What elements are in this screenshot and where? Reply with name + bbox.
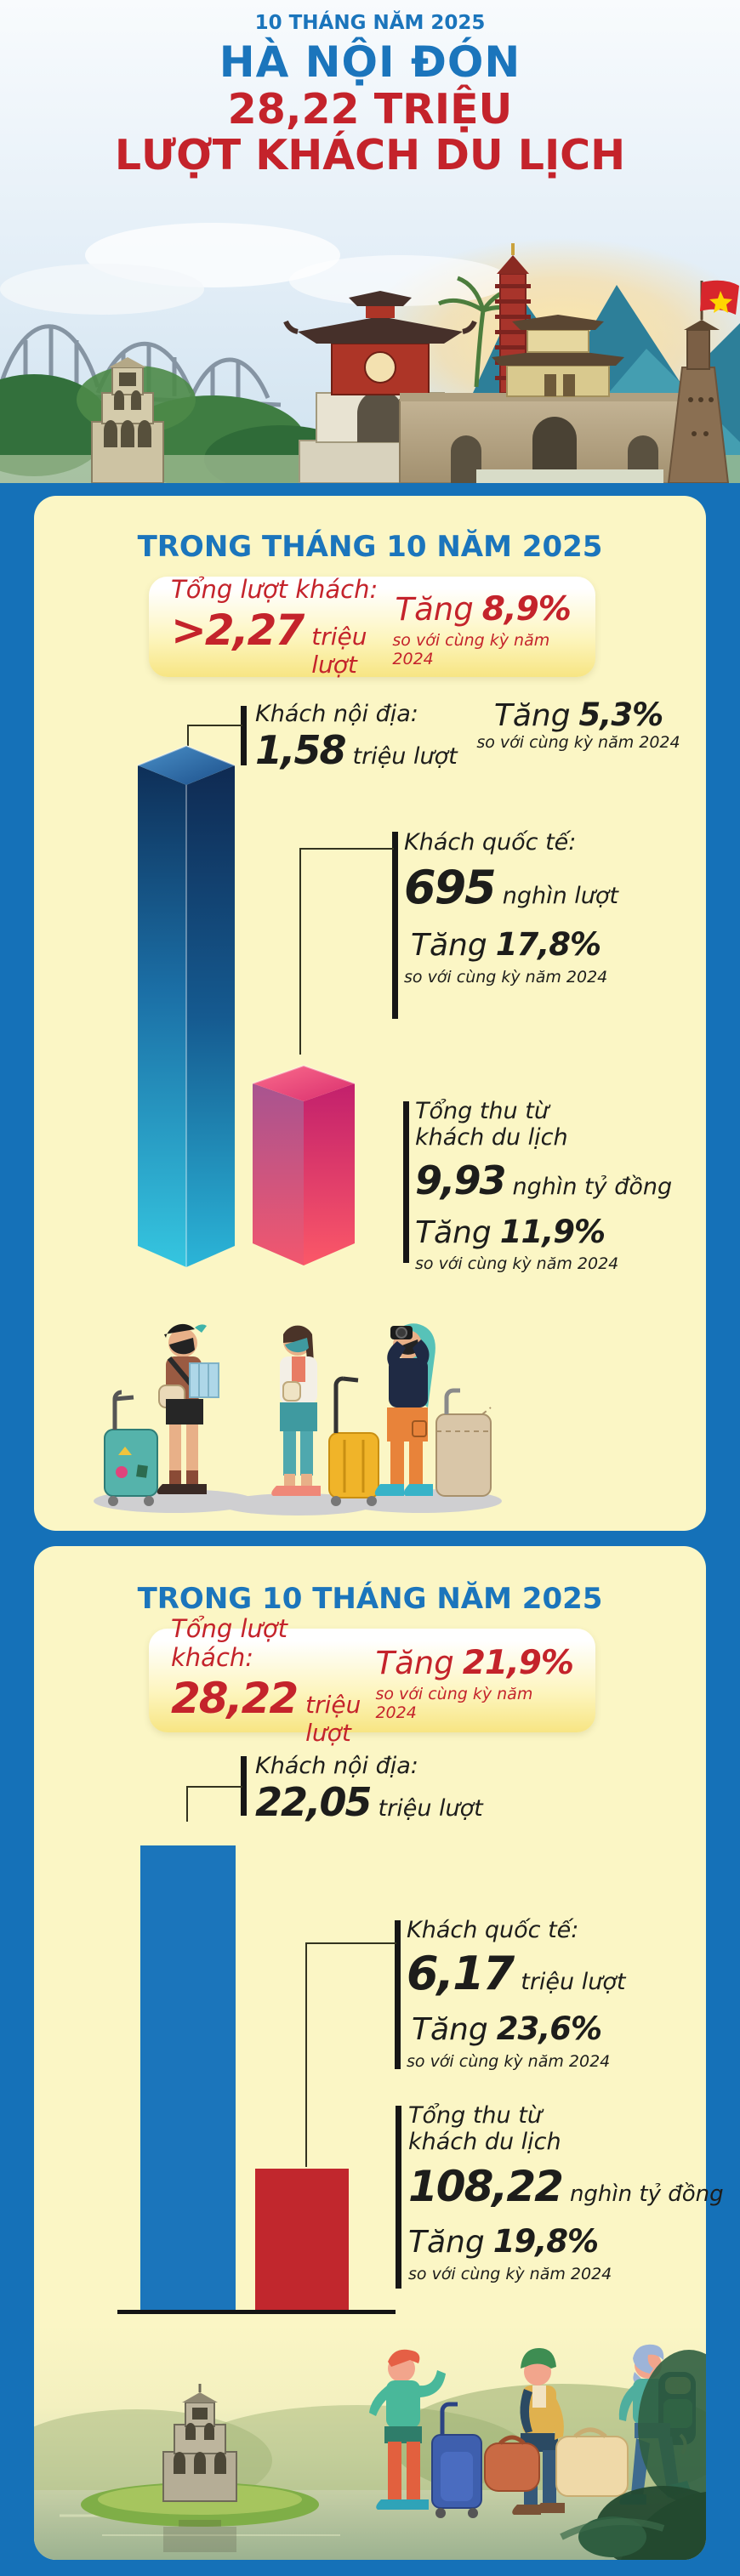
domestic-value: 1,58 [255, 727, 346, 773]
chart-baseline [117, 2310, 396, 2314]
bar-domestic-october [137, 744, 236, 1267]
international-unit: nghìn lượt [502, 883, 619, 909]
revenue-growth-value: 19,8% [492, 2223, 599, 2260]
bar-domestic-ten-months [140, 1845, 236, 2312]
revenue-growth-value: 11,9% [499, 1214, 606, 1250]
bar-international-ten-months [255, 2169, 349, 2312]
panel-ten-months-2025: TRONG 10 THÁNG NĂM 2025 Tổng lượt khách:… [34, 1546, 724, 2560]
total-label: Tổng lượt khách: [171, 1614, 288, 1672]
international-growth-value: 23,6% [496, 2010, 602, 2047]
growth-prefix: Tăng [408, 2225, 485, 2260]
revenue-unit: nghìn tỷ đồng [569, 2181, 724, 2207]
revenue-value: 108,22 [408, 2162, 564, 2211]
international-callout-tick [395, 1920, 401, 2069]
growth-note: so với cùng kỳ năm 2024 [407, 2052, 611, 2071]
revenue-value: 9,93 [415, 1157, 506, 1203]
international-value: 6,17 [407, 1947, 515, 2000]
international-growth-value: 17,8% [495, 926, 601, 963]
total-value: >2,27 [171, 606, 305, 655]
hero-title-line3: LƯỢT KHÁCH DU LỊCH [114, 131, 626, 179]
total-growth: 21,9% [462, 1644, 574, 1682]
revenue-label-1: Tổng thu từ [415, 1098, 549, 1124]
domestic-callout-tick [241, 1756, 247, 1816]
international-connector-line [305, 1942, 396, 2167]
total-unit: triệu lượt [305, 1691, 361, 1747]
growth-note: so với cùng kỳ năm 2024 [392, 631, 550, 668]
international-callout-ten-months: Khách quốc tế: 6,17 triệu lượt Tăng 23,6… [407, 1917, 625, 2071]
hoan-kiem-travelers-illustration [34, 2324, 706, 2560]
domestic-label: Khách nội địa: [255, 1753, 418, 1779]
domestic-callout-ten-months: Khách nội địa: 22,05 triệu lượt [255, 1753, 483, 1825]
revenue-callout-october: Tổng thu từ khách du lịch 9,93 nghìn tỷ … [415, 1098, 672, 1273]
growth-note: so với cùng kỳ năm 2024 [375, 1685, 533, 1722]
masked-tourists-illustration [94, 1323, 502, 1515]
growth-prefix: Tăng [415, 1215, 492, 1250]
international-label: Khách quốc tế: [407, 1917, 579, 1943]
bar-international-october [252, 1064, 356, 1265]
international-callout-tick [392, 832, 398, 1019]
growth-prefix: Tăng [412, 2012, 488, 2047]
international-callout-october: Khách quốc tế: 695 nghìn lượt Tăng 17,8%… [404, 829, 618, 987]
growth-note: so với cùng kỳ năm 2024 [408, 2265, 612, 2283]
growth-note: so với cùng kỳ năm 2024 [476, 733, 680, 752]
total-label: Tổng lượt khách: [171, 575, 379, 604]
revenue-label-1: Tổng thu từ [408, 2102, 542, 2129]
traveler-red-hair [369, 2349, 482, 2518]
international-label: Khách quốc tế: [404, 829, 577, 856]
growth-prefix: Tăng [493, 698, 571, 733]
domestic-callout-october: Khách nội địa: 1,58 triệu lượt [255, 701, 458, 773]
growth-prefix: Tăng [411, 928, 487, 963]
domestic-callout-tick [241, 706, 247, 765]
revenue-unit: nghìn tỷ đồng [512, 1174, 673, 1200]
revenue-callout-ten-months: Tổng thu từ khách du lịch 108,22 nghìn t… [408, 2102, 724, 2283]
revenue-label-2: khách du lịch [415, 1124, 568, 1151]
revenue-callout-tick [396, 2106, 401, 2289]
total-visitors-box-october: Tổng lượt khách: >2,27 triệu lượt Tăng 8… [149, 575, 595, 679]
international-value: 695 [404, 861, 497, 914]
growth-note: so với cùng kỳ năm 2024 [404, 968, 608, 987]
hero-kicker: 10 THÁNG NĂM 2025 [254, 12, 486, 34]
domestic-unit: triệu lượt [352, 743, 458, 770]
total-value: 28,22 [171, 1674, 299, 1723]
domestic-growth-value: 5,3% [578, 697, 664, 733]
growth-note: so với cùng kỳ năm 2024 [415, 1254, 619, 1273]
hero-section: 10 THÁNG NĂM 2025 HÀ NỘI ĐÓN 28,22 TRIỆU… [0, 0, 740, 483]
international-connector-line [299, 848, 394, 1055]
hanoi-landmarks-photo [0, 0, 740, 483]
growth-prefix: Tăng [395, 591, 474, 628]
panel-ten-months-title: TRONG 10 THÁNG NĂM 2025 [137, 1582, 603, 1616]
hero-title-line1: HÀ NỘI ĐÓN [219, 37, 521, 87]
international-unit: triệu lượt [521, 1969, 626, 1995]
total-growth: 8,9% [481, 590, 572, 628]
hero-title-line2: 28,22 TRIỆU [227, 85, 513, 134]
panel-october-2025: TRONG THÁNG 10 NĂM 2025 Tổng lượt khách:… [34, 496, 706, 1531]
revenue-label-2: khách du lịch [408, 2129, 561, 2155]
panel-october-title: TRONG THÁNG 10 NĂM 2025 [137, 530, 603, 564]
total-visitors-box-ten-months: Tổng lượt khách: 28,22 triệu lượt Tăng 2… [149, 1614, 595, 1747]
total-unit: triệu lượt [311, 623, 367, 679]
domestic-connector-line [187, 725, 242, 746]
domestic-label: Khách nội địa: [255, 701, 418, 727]
revenue-callout-tick [403, 1101, 409, 1263]
hoan-kiem-scene [34, 2344, 706, 2560]
domestic-unit: triệu lượt [378, 1795, 483, 1822]
domestic-growth-october: Tăng 5,3% so với cùng kỳ năm 2024 [464, 697, 693, 752]
traveler-bucket-hat [484, 2348, 629, 2515]
domestic-value: 22,05 [255, 1779, 373, 1825]
growth-prefix: Tăng [375, 1645, 454, 1681]
domestic-connector-line [186, 1786, 242, 1822]
